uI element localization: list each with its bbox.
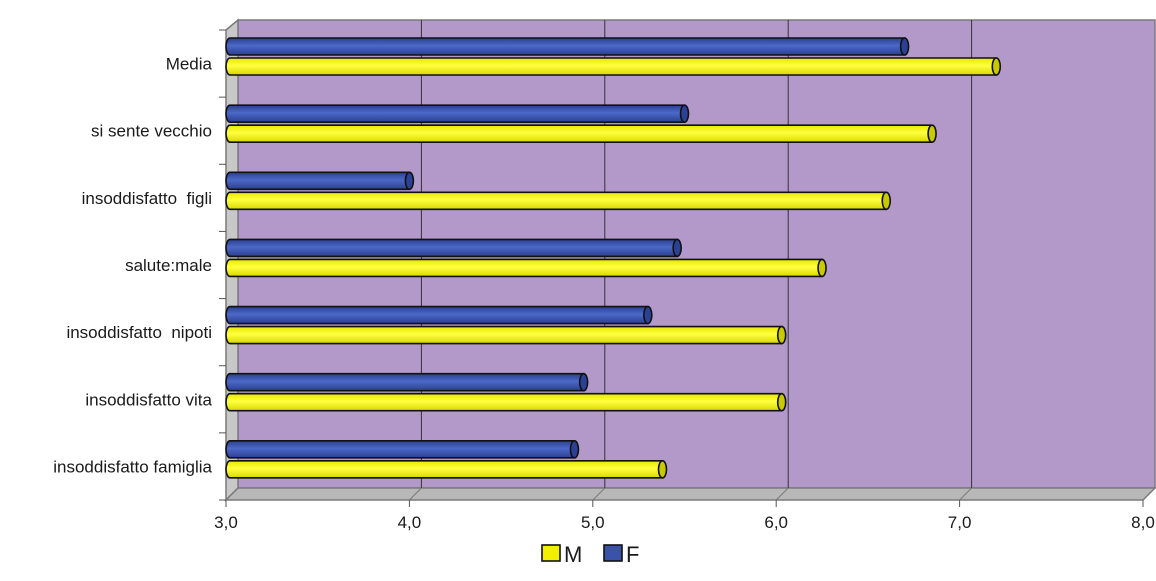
bar-body <box>225 57 998 76</box>
bar-body <box>225 325 783 345</box>
category-label: insoddisfatto vita <box>85 390 212 409</box>
legend-swatch <box>603 544 623 562</box>
bar-m <box>225 325 787 345</box>
legend-item: M <box>541 542 582 567</box>
bar-body <box>225 372 585 392</box>
bar-m <box>225 57 1002 76</box>
bar-m <box>225 258 827 278</box>
bar-body <box>225 305 649 325</box>
bar-body <box>225 392 783 412</box>
bar-f <box>225 104 690 123</box>
bar-cap <box>927 124 937 143</box>
x-tick-label: 3,0 <box>214 513 238 532</box>
bar-cap <box>578 372 589 392</box>
bar-m <box>225 124 937 143</box>
gridline-floor <box>409 487 422 501</box>
bar-cap <box>569 440 580 459</box>
bar-cap <box>643 305 653 325</box>
gridline-floor <box>592 487 606 501</box>
bar-cap <box>672 238 682 258</box>
category-label: insoddisfatto famiglia <box>53 457 212 476</box>
bar-body <box>225 238 678 258</box>
gridline-floor <box>775 487 789 501</box>
x-tick-label: 7,0 <box>948 513 972 532</box>
bar-m <box>225 460 668 479</box>
bar-body <box>225 258 823 278</box>
bar-cap <box>404 171 415 191</box>
floor <box>224 487 1156 501</box>
bar-f <box>225 171 415 191</box>
bar-f <box>225 37 910 56</box>
bar-m <box>225 392 787 412</box>
bar-m <box>225 191 892 211</box>
legend-item: F <box>603 542 639 567</box>
legend-label: M <box>564 542 582 567</box>
bar-f <box>225 238 682 258</box>
bar-f <box>225 372 589 392</box>
bar-body <box>225 460 664 479</box>
category-label: insoddisfatto figli <box>82 189 212 208</box>
legend-swatch <box>541 544 561 562</box>
bar-body <box>225 440 576 459</box>
bar-cap <box>899 37 910 56</box>
bar-cap <box>776 392 787 412</box>
bar-cap <box>776 325 787 345</box>
gridline-floor <box>959 487 972 501</box>
category-label: Media <box>166 55 213 74</box>
bar-body <box>225 104 686 123</box>
bar-body <box>225 191 888 211</box>
x-tick-label: 6,0 <box>764 513 788 532</box>
bar-cap <box>817 258 827 278</box>
bar-body <box>225 124 933 143</box>
bar-cap <box>657 460 668 479</box>
x-tick-label: 8,0 <box>1131 513 1155 532</box>
category-label: salute:male <box>125 256 212 275</box>
bar-body <box>225 37 906 56</box>
category-label: si sente vecchio <box>91 122 212 141</box>
bar-cap <box>679 104 690 123</box>
bar-cap <box>991 57 1002 76</box>
bar-cap <box>881 191 892 211</box>
bar-f <box>225 440 580 459</box>
bar-body <box>225 171 411 191</box>
category-label: insoddisfatto nipoti <box>66 323 212 342</box>
bar-f <box>225 305 653 325</box>
x-tick-label: 4,0 <box>398 513 422 532</box>
legend-label: F <box>626 542 639 567</box>
x-tick-label: 5,0 <box>581 513 605 532</box>
